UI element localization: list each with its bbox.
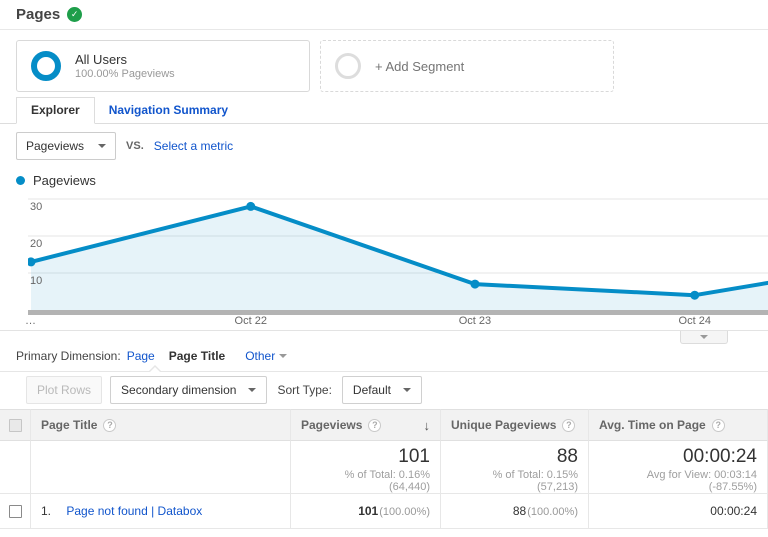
metric-controls: Pageviews VS. Select a metric — [16, 132, 768, 160]
tab-bar: Explorer Navigation Summary — [0, 97, 768, 124]
table-toolbar: Plot Rows Secondary dimension Sort Type:… — [0, 365, 768, 409]
column-header-pageviews[interactable]: Pageviews ? ↓ — [290, 409, 440, 441]
row-unique-pageviews-pct: (100.00%) — [527, 506, 578, 518]
column-label: Avg. Time on Page — [599, 418, 706, 432]
segment-detail: 100.00% Pageviews — [75, 68, 175, 80]
totals-unique-pageviews-subtext: % of Total: 0.15% (57,213) — [492, 469, 578, 493]
totals-pageviews-subtext: % of Total: 0.16% (64,440) — [344, 469, 430, 493]
sort-type-dropdown[interactable]: Default — [341, 376, 422, 404]
totals-checkbox-cell — [0, 441, 30, 494]
segment-name: All Users — [75, 52, 128, 67]
dimension-other-label: Other — [245, 349, 276, 363]
chart-legend: Pageviews — [16, 173, 768, 188]
dimension-option-other[interactable]: Other — [239, 349, 288, 363]
help-icon[interactable]: ? — [103, 418, 117, 432]
column-label: Unique Pageviews — [451, 418, 557, 432]
sort-type-label: Sort Type: — [277, 383, 332, 397]
x-axis-tick-label: … — [25, 315, 36, 327]
chevron-down-icon — [279, 354, 288, 358]
column-label: Page Title — [41, 418, 98, 432]
segment-placeholder-icon — [335, 53, 361, 79]
primary-dimension-bar: Primary Dimension: Page Page Title Other — [0, 344, 768, 371]
metric-dropdown-value: Pageviews — [26, 139, 85, 153]
row-unique-pageviews-cell: 88(100.00%) — [440, 494, 588, 529]
totals-title-cell — [30, 441, 290, 494]
row-title-cell: 1. Page not found | Databox — [30, 494, 290, 529]
explorer-panel: Pageviews VS. Select a metric Pageviews … — [0, 124, 768, 330]
row-index: 1. — [41, 504, 52, 518]
chart-collapse-button[interactable] — [680, 331, 728, 344]
row-avg-time-cell: 00:00:24 — [588, 494, 768, 529]
select-a-metric-link[interactable]: Select a metric — [153, 139, 234, 153]
toolbar-notch-inner — [149, 367, 161, 373]
report-header: Pages ✓ — [0, 0, 768, 30]
pages-table: Page Title ? Pageviews ? ↓ Unique Pagevi… — [0, 409, 768, 529]
x-axis-tick-label: Oct 22 — [234, 315, 267, 327]
secondary-dimension-label: Secondary dimension — [121, 383, 237, 397]
pageviews-chart[interactable]: … Oct 22 Oct 23 Oct 24 10 20 30 — [25, 196, 768, 330]
vs-label: VS. — [126, 140, 144, 152]
tab-explorer[interactable]: Explorer — [16, 97, 95, 124]
totals-pageviews-value: 101 — [398, 446, 430, 467]
totals-avg-time-value: 00:00:24 — [683, 446, 757, 467]
y-axis-tick-label: 20 — [30, 238, 43, 250]
dimension-option-page-title-selected[interactable]: Page Title — [168, 349, 226, 363]
row-pageviews-cell: 101(100.00%) — [290, 494, 440, 529]
help-icon[interactable]: ? — [711, 418, 725, 432]
primary-dimension-label: Primary Dimension: — [16, 349, 121, 363]
table-totals-row: 101 % of Total: 0.16% (64,440) 88 % of T… — [0, 441, 768, 494]
chart-canvas — [28, 198, 768, 315]
add-segment-label: + Add Segment — [375, 58, 465, 74]
select-all-checkbox[interactable] — [8, 419, 22, 433]
x-axis-tick-label: Oct 24 — [678, 315, 711, 327]
x-axis-tick-label: Oct 23 — [458, 315, 492, 327]
segment-donut-icon — [31, 51, 61, 81]
totals-unique-pageviews-value: 88 — [556, 446, 578, 467]
totals-pageviews-cell: 101 % of Total: 0.16% (64,440) — [290, 441, 440, 494]
legend-label: Pageviews — [33, 173, 96, 188]
page-title: Pages — [16, 6, 61, 23]
sort-type-value: Default — [352, 383, 391, 397]
verified-shield-icon: ✓ — [67, 7, 83, 22]
segment-all-users[interactable]: All Users 100.00% Pageviews — [16, 40, 310, 92]
metric-dropdown[interactable]: Pageviews — [16, 132, 117, 160]
secondary-dimension-dropdown[interactable]: Secondary dimension — [110, 376, 268, 404]
column-header-unique-pageviews[interactable]: Unique Pageviews ? — [440, 409, 588, 441]
y-axis-tick-label: 10 — [30, 275, 43, 287]
column-label: Pageviews — [301, 418, 363, 432]
row-pageviews-pct: (100.00%) — [379, 506, 430, 518]
column-header-avg-time[interactable]: Avg. Time on Page ? — [588, 409, 768, 441]
chevron-down-icon — [248, 388, 257, 392]
page-title-link[interactable]: Page not found | Databox — [66, 504, 203, 518]
plot-rows-button[interactable]: Plot Rows — [26, 376, 103, 404]
chevron-down-icon — [402, 388, 411, 392]
sort-descending-icon: ↓ — [423, 417, 431, 433]
legend-dot-icon — [16, 176, 25, 185]
row-checkbox[interactable] — [8, 505, 22, 519]
totals-avg-time-cell: 00:00:24 Avg for View: 00:03:14 (-87.55%… — [588, 441, 768, 494]
y-axis-tick-label: 30 — [30, 201, 43, 213]
row-avg-time-value: 00:00:24 — [710, 504, 757, 518]
dimension-option-page[interactable]: Page — [126, 349, 155, 363]
row-pageviews-value: 101 — [358, 504, 379, 518]
column-header-page-title[interactable]: Page Title ? — [30, 409, 290, 441]
chevron-down-icon — [98, 144, 107, 148]
help-icon[interactable]: ? — [368, 418, 382, 432]
table-row: 1. Page not found | Databox 101(100.00%)… — [0, 494, 768, 529]
totals-unique-pageviews-cell: 88 % of Total: 0.15% (57,213) — [440, 441, 588, 494]
segments-bar: All Users 100.00% Pageviews + Add Segmen… — [0, 30, 768, 98]
table-header-row: Page Title ? Pageviews ? ↓ Unique Pagevi… — [0, 409, 768, 441]
help-icon[interactable]: ? — [562, 418, 576, 432]
tab-navigation-summary[interactable]: Navigation Summary — [108, 103, 229, 117]
select-all-cell[interactable] — [0, 409, 30, 441]
totals-avg-time-subtext: Avg for View: 00:03:14 (-87.55%) — [646, 469, 757, 493]
add-segment-button[interactable]: + Add Segment — [320, 40, 614, 92]
row-checkbox-cell[interactable] — [0, 494, 30, 529]
row-unique-pageviews-value: 88 — [512, 504, 527, 518]
chart-x-axis: … Oct 22 Oct 23 Oct 24 — [25, 315, 768, 330]
chevron-down-icon — [700, 335, 708, 339]
chart-footer — [0, 330, 768, 344]
